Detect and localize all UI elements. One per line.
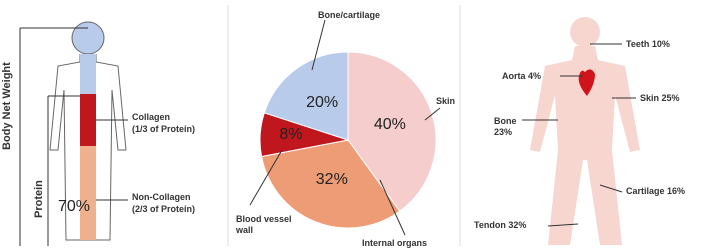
organ-label: Bone 23% bbox=[494, 116, 524, 138]
slice-category: Internal organs bbox=[362, 238, 452, 249]
non-collagen-bar bbox=[80, 146, 96, 240]
figure bbox=[0, 0, 701, 251]
slice-label: 20% bbox=[302, 94, 342, 112]
non-collagen-label: Non-Collagen bbox=[132, 192, 191, 203]
organ-label: Skin 25% bbox=[640, 93, 701, 104]
page: Body Net Weight Protein 70% Collagen (1/… bbox=[0, 0, 701, 251]
collagen-note: (1/3 of Protein) bbox=[132, 124, 195, 135]
body-silhouette bbox=[530, 17, 640, 245]
slice-category: Skin bbox=[436, 96, 476, 107]
protein-label: Protein bbox=[34, 180, 45, 218]
organ-label: Tendon 32% bbox=[474, 220, 544, 231]
slice-label: 8% bbox=[271, 126, 311, 144]
collagen-bar bbox=[80, 94, 96, 146]
slice-label: 32% bbox=[312, 171, 352, 189]
organ-label: Teeth 10% bbox=[626, 39, 696, 50]
collagen-label: Collagen bbox=[132, 112, 170, 123]
organ-label: Aorta 4% bbox=[502, 71, 572, 82]
non-collagen-note: (2/3 of Protein) bbox=[132, 204, 195, 215]
slice-category: Bone/cartilage bbox=[318, 10, 408, 21]
slice-category: Blood vessel wall bbox=[236, 214, 296, 236]
percent: 70% bbox=[58, 198, 90, 216]
protein-column bbox=[80, 54, 96, 94]
slice-label: 40% bbox=[370, 116, 410, 134]
organ-label: Cartilage 16% bbox=[626, 186, 696, 197]
axis-label: Body Net Weight bbox=[2, 20, 13, 150]
